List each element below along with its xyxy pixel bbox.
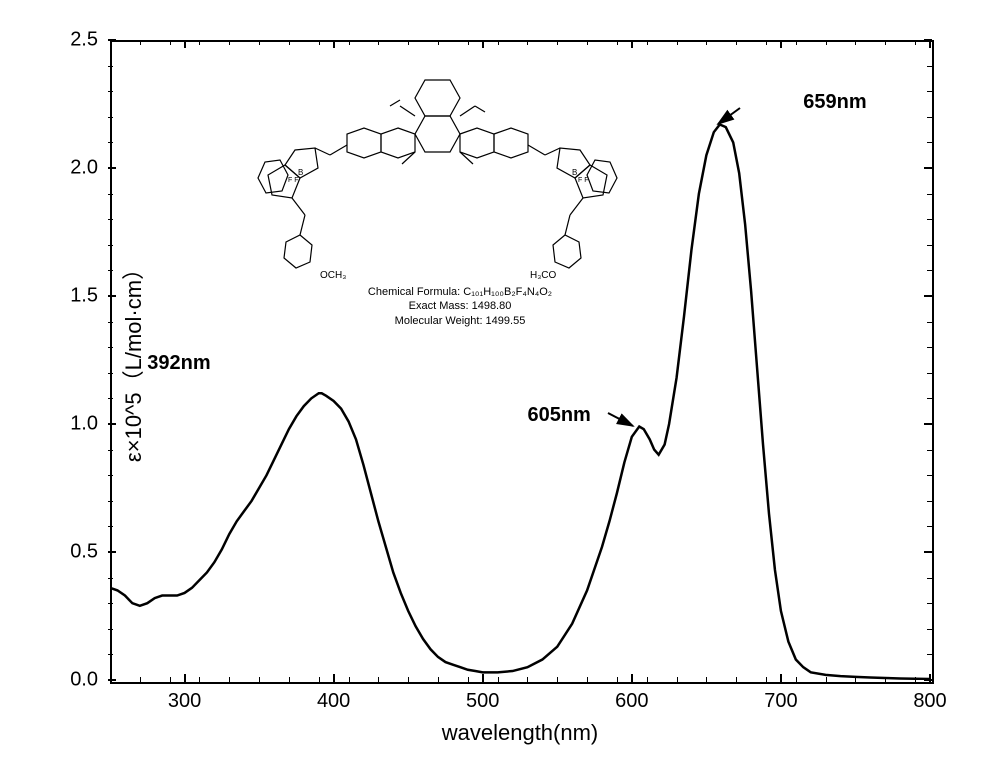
- och3-label-left: OCH₃: [320, 270, 346, 281]
- x-axis-title: wavelength(nm): [442, 720, 599, 746]
- chem-formula: Chemical Formula: C₁₀₁H₁₀₀B₂F₄N₄O₂: [350, 285, 570, 299]
- x-tick-label: 600: [615, 690, 648, 713]
- x-tick-label: 500: [466, 690, 499, 713]
- chemical-info: Chemical Formula: C₁₀₁H₁₀₀B₂F₄N₄O₂ Exact…: [350, 285, 570, 328]
- x-tick-label: 300: [168, 690, 201, 713]
- y-tick-label: 1.5: [70, 285, 98, 308]
- svg-text:B: B: [572, 168, 577, 177]
- peak-label-659nm: 659nm: [803, 91, 866, 114]
- och3-label-right: H₃CO: [530, 270, 557, 281]
- svg-text:F F: F F: [578, 177, 589, 184]
- x-tick-label: 800: [913, 690, 946, 713]
- y-tick-label: 2.5: [70, 29, 98, 52]
- x-tick-label: 700: [764, 690, 797, 713]
- svg-text:B: B: [298, 168, 303, 177]
- chem-mw: Molecular Weight: 1499.55: [350, 314, 570, 328]
- uv-vis-spectrum-chart: 0.00.51.01.52.02.5 300400500600700800 ε×…: [0, 0, 1000, 769]
- x-tick-label: 400: [317, 690, 350, 713]
- svg-text:F F: F F: [288, 177, 299, 184]
- y-tick-label: 0.0: [70, 669, 98, 692]
- y-tick-label: 1.0: [70, 413, 98, 436]
- y-tick-label: 0.5: [70, 541, 98, 564]
- chemical-structure-icon: B F F B F F OCH₃ H₃CO: [250, 50, 630, 285]
- peak-label-605nm: 605nm: [527, 404, 590, 427]
- y-tick-label: 2.0: [70, 157, 98, 180]
- peak-label-392nm: 392nm: [147, 352, 210, 375]
- chem-mass: Exact Mass: 1498.80: [350, 299, 570, 313]
